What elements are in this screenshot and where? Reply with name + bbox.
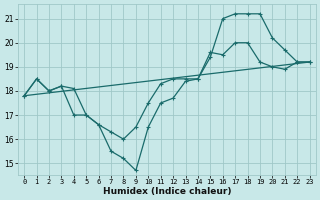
X-axis label: Humidex (Indice chaleur): Humidex (Indice chaleur) [103, 187, 231, 196]
